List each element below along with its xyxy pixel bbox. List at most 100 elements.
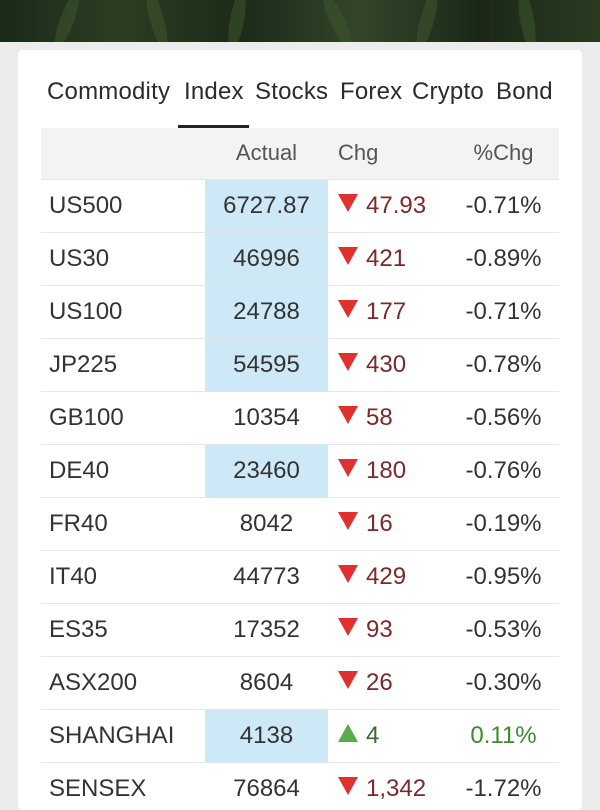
- triangle-down-icon: [338, 776, 358, 795]
- triangle-down-icon: [338, 670, 358, 689]
- actual-value: 23460: [205, 444, 328, 497]
- percent-change: -0.95%: [465, 562, 542, 590]
- table-row[interactable]: JP225 54595 430 -0.78%: [41, 338, 559, 391]
- instrument-name: US500: [49, 191, 123, 219]
- percent-change: -0.19%: [465, 509, 542, 537]
- change-value: 1,342: [366, 774, 427, 802]
- tab-forex[interactable]: Forex: [340, 78, 403, 105]
- actual-value: 76864: [233, 774, 300, 802]
- instrument-name: US100: [49, 297, 123, 325]
- actual-value: 24788: [205, 285, 328, 338]
- instrument-name: JP225: [49, 350, 118, 378]
- table-row[interactable]: IT40 44773 429 -0.95%: [41, 550, 559, 603]
- change-value: 47.93: [366, 191, 427, 219]
- instrument-name: DE40: [49, 456, 110, 484]
- header-chg: Chg: [338, 140, 379, 166]
- percent-change: -0.78%: [465, 350, 542, 378]
- percent-change: 0.11%: [470, 721, 537, 749]
- triangle-down-icon: [338, 511, 358, 530]
- table-row[interactable]: FR40 8042 16 -0.19%: [41, 497, 559, 550]
- percent-change: -0.71%: [465, 191, 542, 219]
- table-row[interactable]: GB100 10354 58 -0.56%: [41, 391, 559, 444]
- triangle-down-icon: [338, 193, 358, 212]
- tab-crypto[interactable]: Crypto: [412, 78, 484, 105]
- change-cell: 58: [328, 391, 448, 444]
- change-value: 421: [366, 244, 407, 272]
- active-tab-indicator: [178, 125, 249, 128]
- table-row[interactable]: ASX200 8604 26 -0.30%: [41, 656, 559, 709]
- index-quotes-table: Actual Chg %Chg US500 6727.87 47.93 -0.71% U…: [41, 128, 559, 810]
- percent-change: -1.72%: [465, 774, 542, 802]
- actual-value: 8604: [239, 668, 294, 696]
- triangle-down-icon: [338, 564, 358, 583]
- market-tabs: Commodity Index Stocks Forex Crypto Bond: [18, 50, 582, 130]
- change-cell: 429: [328, 550, 448, 603]
- actual-value: 46996: [205, 232, 328, 285]
- instrument-name: US30: [49, 244, 110, 272]
- instrument-name: ASX200: [49, 668, 138, 696]
- table-row[interactable]: US100 24788 177 -0.71%: [41, 285, 559, 338]
- instrument-name: IT40: [49, 562, 98, 590]
- change-cell: 47.93: [328, 179, 448, 232]
- tab-stocks[interactable]: Stocks: [255, 78, 329, 105]
- change-cell: 26: [328, 656, 448, 709]
- change-value: 4: [366, 721, 380, 749]
- change-value: 16: [366, 509, 393, 537]
- actual-value: 4138: [205, 709, 328, 762]
- triangle-down-icon: [338, 458, 358, 477]
- header-name: [41, 128, 205, 179]
- tab-index[interactable]: Index: [184, 78, 244, 105]
- change-cell: 180: [328, 444, 448, 497]
- instrument-name: SENSEX: [49, 774, 147, 802]
- market-quotes-card: Commodity Index Stocks Forex Crypto Bond…: [18, 50, 582, 810]
- change-cell: 1,342: [328, 762, 448, 810]
- header-pct-chg: %Chg: [473, 140, 534, 166]
- header-actual: Actual: [235, 140, 298, 166]
- percent-change: -0.89%: [465, 244, 542, 272]
- actual-value: 6727.87: [205, 179, 328, 232]
- triangle-up-icon: [338, 723, 358, 742]
- percent-change: -0.56%: [465, 403, 542, 431]
- triangle-down-icon: [338, 617, 358, 636]
- actual-value: 10354: [233, 403, 300, 431]
- change-value: 180: [366, 456, 407, 484]
- percent-change: -0.30%: [465, 668, 542, 696]
- table-row[interactable]: US500 6727.87 47.93 -0.71%: [41, 179, 559, 232]
- table-row[interactable]: SHANGHAI 4138 4 0.11%: [41, 709, 559, 762]
- instrument-name: ES35: [49, 615, 108, 643]
- change-cell: 421: [328, 232, 448, 285]
- change-value: 177: [366, 297, 407, 325]
- change-value: 429: [366, 562, 407, 590]
- triangle-down-icon: [338, 405, 358, 424]
- change-cell: 4: [328, 709, 448, 762]
- change-value: 58: [366, 403, 393, 431]
- tab-bond[interactable]: Bond: [496, 78, 553, 105]
- table-header-row: Actual Chg %Chg: [41, 128, 559, 179]
- percent-change: -0.53%: [465, 615, 542, 643]
- instrument-name: FR40: [49, 509, 108, 537]
- change-cell: 93: [328, 603, 448, 656]
- change-value: 430: [366, 350, 407, 378]
- actual-value: 8042: [239, 509, 294, 537]
- table-row[interactable]: ES35 17352 93 -0.53%: [41, 603, 559, 656]
- percent-change: -0.76%: [465, 456, 542, 484]
- change-value: 26: [366, 668, 393, 696]
- actual-value: 54595: [205, 338, 328, 391]
- actual-value: 44773: [233, 562, 300, 590]
- triangle-down-icon: [338, 299, 358, 318]
- percent-change: -0.71%: [465, 297, 542, 325]
- header-banner-image: [0, 0, 600, 42]
- table-row[interactable]: SENSEX 76864 1,342 -1.72%: [41, 762, 559, 810]
- triangle-down-icon: [338, 246, 358, 265]
- table-row[interactable]: DE40 23460 180 -0.76%: [41, 444, 559, 497]
- tab-commodity[interactable]: Commodity: [47, 78, 171, 105]
- triangle-down-icon: [338, 352, 358, 371]
- change-cell: 430: [328, 338, 448, 391]
- change-cell: 16: [328, 497, 448, 550]
- actual-value: 17352: [233, 615, 300, 643]
- change-cell: 177: [328, 285, 448, 338]
- change-value: 93: [366, 615, 393, 643]
- instrument-name: SHANGHAI: [49, 721, 175, 749]
- table-row[interactable]: US30 46996 421 -0.89%: [41, 232, 559, 285]
- instrument-name: GB100: [49, 403, 124, 431]
